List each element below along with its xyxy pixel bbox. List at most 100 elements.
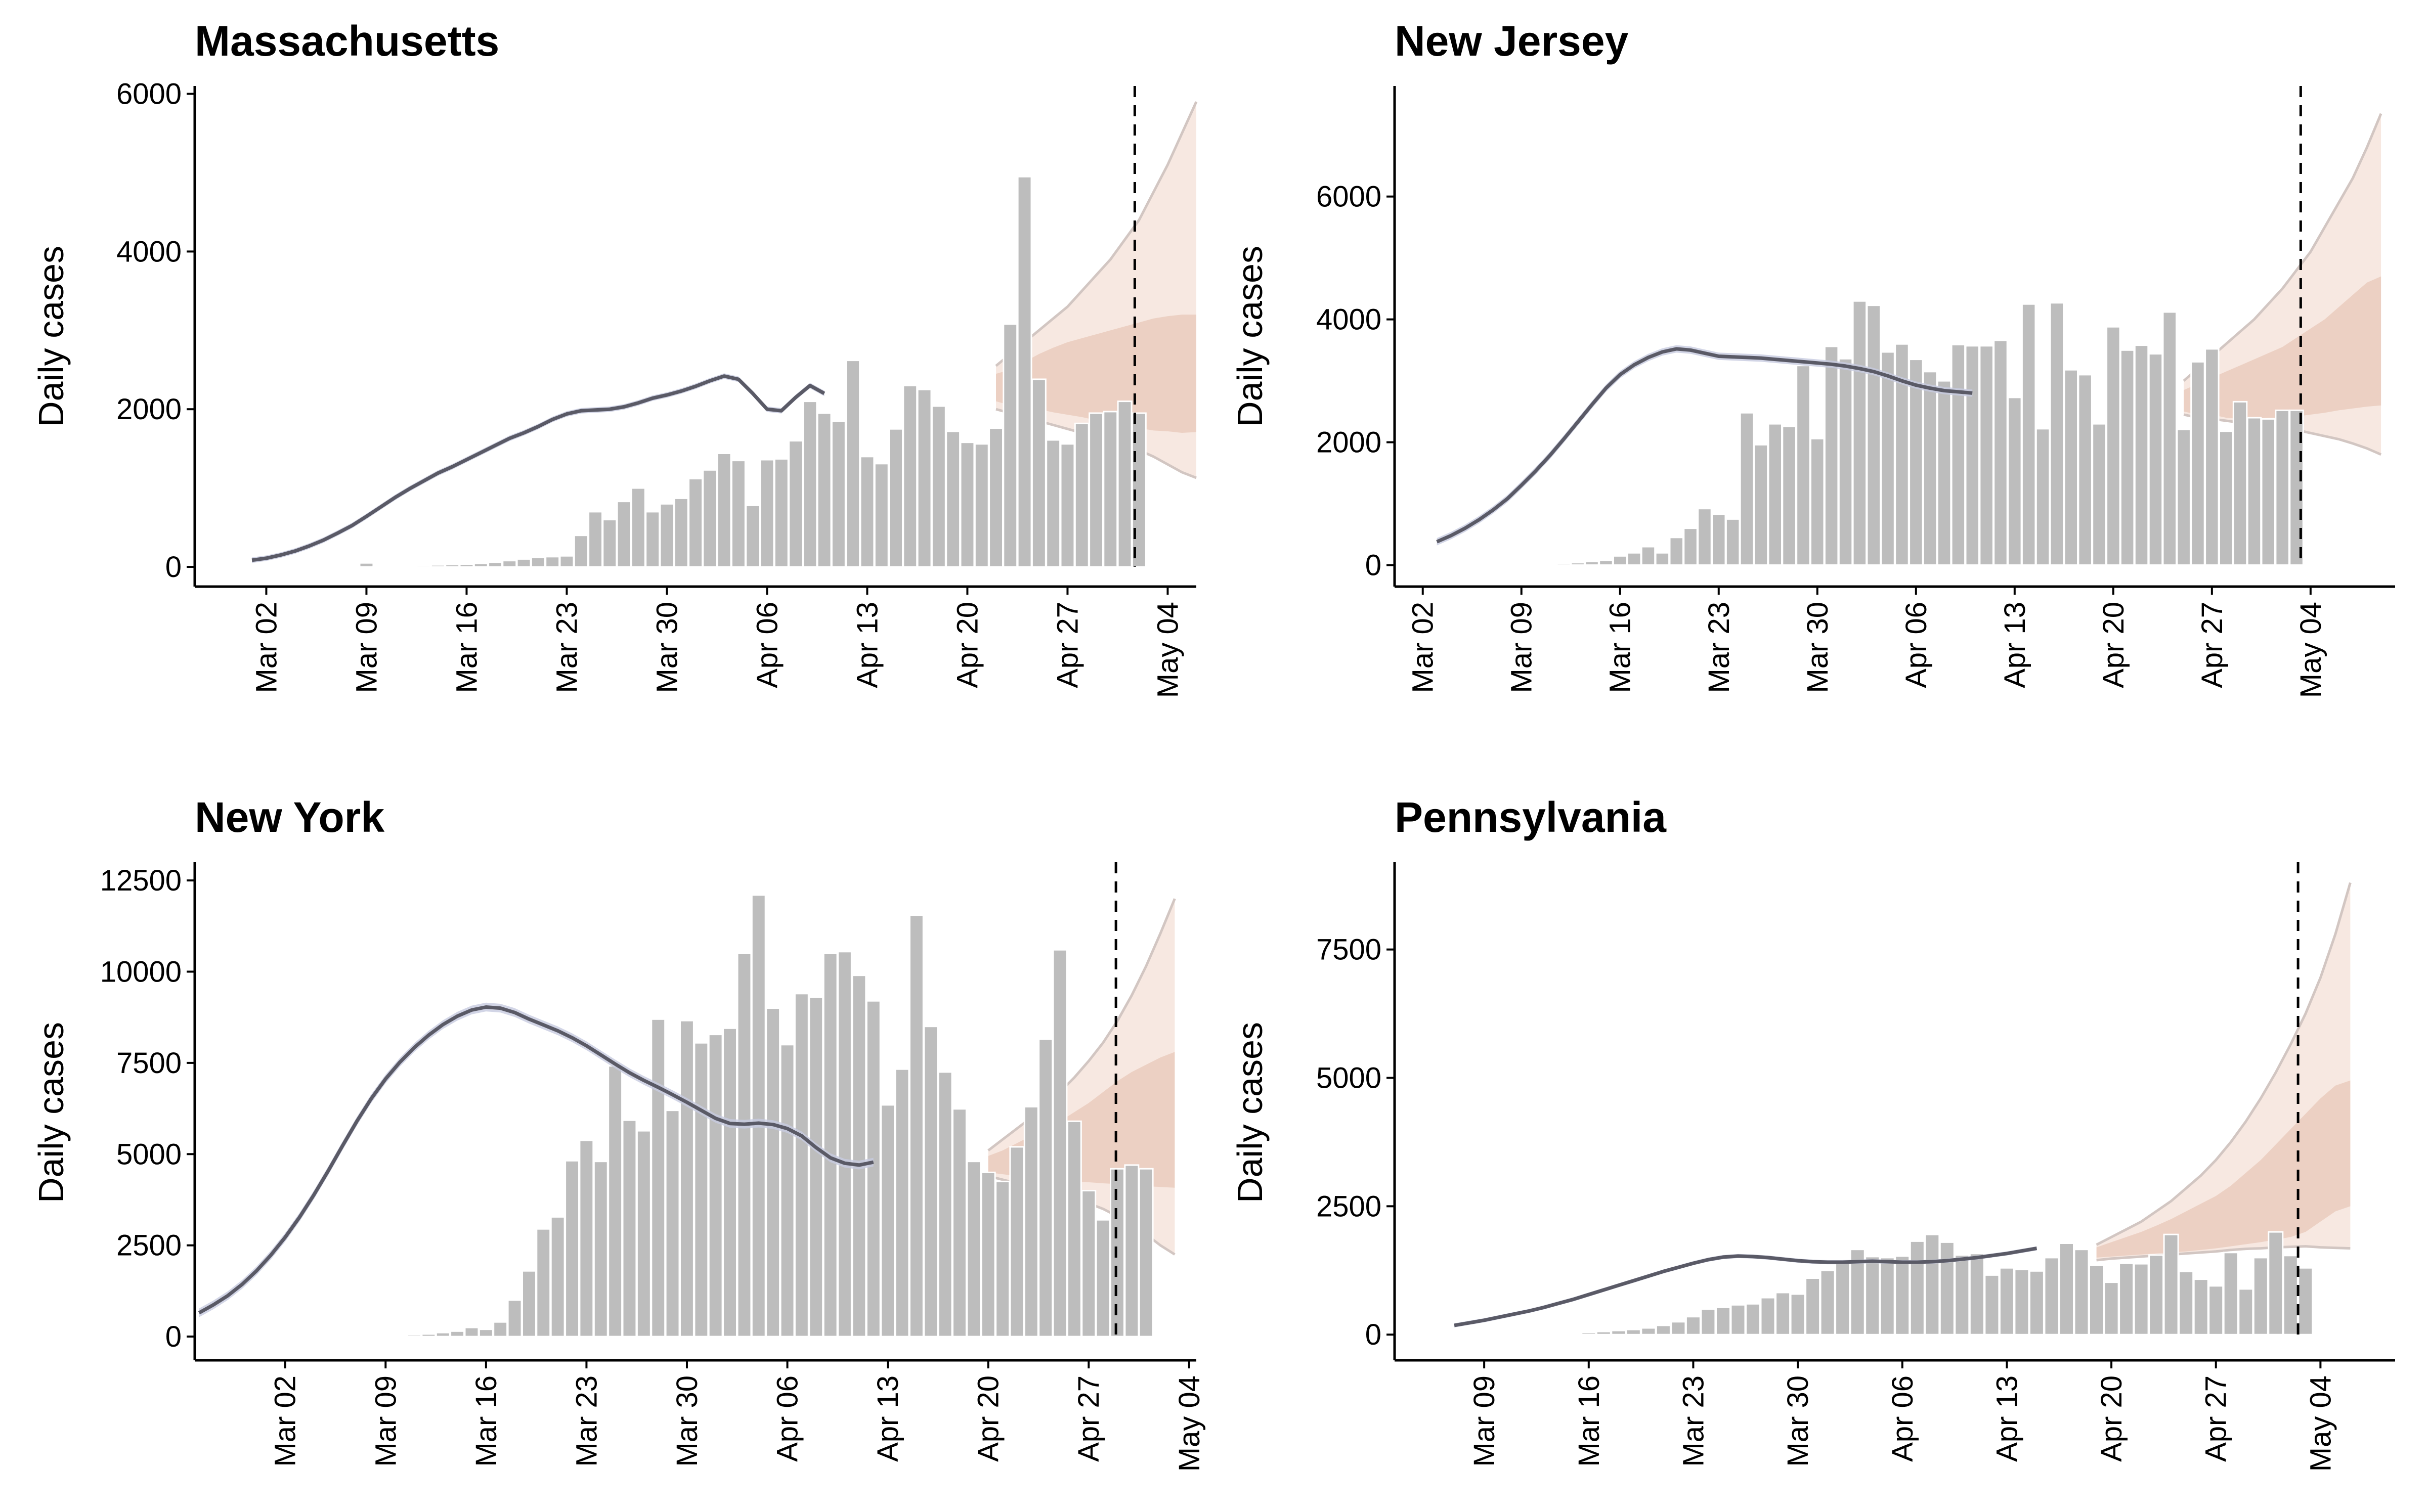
- daily-cases-bar: [1819, 1269, 1836, 1336]
- daily-cases-bar: [2246, 417, 2262, 566]
- daily-cases-bar: [2134, 344, 2149, 566]
- daily-cases-bar: [931, 405, 946, 568]
- daily-cases-bar: [2282, 1255, 2299, 1336]
- daily-cases-bar: [1824, 345, 1839, 566]
- daily-cases-bar: [2089, 1264, 2104, 1336]
- x-tick-label: Mar 09: [1468, 1375, 1501, 1467]
- x-tick-label: Mar 02: [1407, 602, 1440, 693]
- daily-cases-bar: [952, 1108, 967, 1338]
- daily-cases-bar: [2014, 1268, 2030, 1336]
- daily-cases-bar: [559, 555, 575, 568]
- daily-cases-bar: [1782, 425, 1797, 566]
- daily-cases-bar: [1730, 1304, 1746, 1336]
- y-tick-label: 0: [165, 1320, 182, 1353]
- daily-cases-bar: [488, 561, 503, 568]
- daily-cases-bar: [851, 974, 867, 1338]
- daily-cases-bar: [1640, 546, 1656, 566]
- fit-band: [252, 373, 825, 563]
- daily-cases-bar: [2148, 353, 2163, 566]
- daily-cases-bar: [378, 1335, 394, 1338]
- x-tick-label: Apr 20: [951, 602, 984, 688]
- daily-cases-bar: [1117, 401, 1133, 568]
- y-tick-label: 0: [1365, 1318, 1381, 1351]
- panel-title: New York: [195, 793, 384, 841]
- daily-cases-bar: [693, 1042, 709, 1338]
- daily-cases-bar: [1700, 1308, 1716, 1336]
- x-tick-label: Apr 13: [872, 1375, 904, 1462]
- daily-cases-bar: [995, 1180, 1010, 1338]
- x-tick-label: May 04: [2294, 602, 2327, 698]
- daily-cases-bar: [2028, 1270, 2045, 1336]
- x-tick-label: Mar 30: [1782, 1375, 1814, 1467]
- x-tick-label: Mar 16: [470, 1375, 503, 1467]
- daily-cases-bar: [1514, 563, 1529, 566]
- daily-cases-bar: [363, 1335, 379, 1338]
- daily-cases-bar: [1570, 562, 1585, 566]
- y-tick-label: 7500: [1316, 933, 1381, 966]
- daily-cases-bar: [1685, 1316, 1701, 1336]
- daily-cases-bar: [2021, 303, 2036, 566]
- daily-cases-bar: [702, 469, 718, 568]
- y-tick-label: 4000: [1316, 303, 1381, 336]
- y-tick-label: 5000: [1316, 1061, 1381, 1094]
- x-tick-label: Mar 09: [369, 1375, 402, 1467]
- daily-cases-bar: [550, 1216, 566, 1338]
- daily-cases-bar: [923, 1026, 939, 1338]
- daily-cases-bar: [2176, 428, 2191, 566]
- daily-cases-bar: [1581, 1331, 1597, 1336]
- daily-cases-bar: [845, 360, 861, 568]
- daily-cases-bar: [974, 443, 989, 568]
- daily-cases-bar: [659, 503, 675, 568]
- daily-cases-bar: [530, 556, 546, 568]
- daily-cases-bar: [1835, 1261, 1851, 1336]
- daily-cases-bar: [1954, 1254, 1970, 1336]
- x-tick-label: Mar 30: [1801, 602, 1834, 693]
- daily-cases-bar: [2232, 401, 2248, 566]
- fit-line: [251, 374, 826, 562]
- daily-cases-bar: [708, 1034, 723, 1338]
- x-tick-label: Mar 09: [350, 602, 383, 693]
- x-tick-label: Mar 09: [1505, 602, 1538, 693]
- daily-cases-bar: [445, 563, 460, 568]
- daily-cases-bar: [2219, 430, 2234, 566]
- forecast-upper-edge: [987, 898, 1176, 1152]
- daily-cases-bar: [1810, 437, 1825, 566]
- daily-cases-bar: [344, 565, 360, 568]
- x-tick-label: Apr 13: [851, 602, 884, 688]
- daily-cases-bar: [593, 1161, 609, 1338]
- daily-cases-bar: [2238, 1288, 2254, 1336]
- daily-cases-bar: [2204, 348, 2220, 566]
- daily-cases-bar: [392, 1335, 408, 1338]
- daily-cases-bar: [2268, 1231, 2284, 1336]
- daily-cases-bar: [1909, 1240, 1925, 1336]
- daily-cases-bar: [330, 565, 345, 568]
- daily-cases-bar: [1670, 1321, 1686, 1336]
- daily-cases-bar: [1655, 552, 1670, 566]
- daily-cases-bar: [1993, 339, 2008, 566]
- x-tick-label: Apr 06: [1886, 1375, 1919, 1462]
- y-tick-label: 2000: [116, 393, 182, 426]
- daily-cases-bar: [1556, 562, 1572, 566]
- daily-cases-bar: [908, 914, 924, 1338]
- daily-cases-bar: [716, 453, 732, 568]
- daily-cases-bar: [1528, 563, 1543, 566]
- daily-cases-bar: [545, 556, 560, 568]
- daily-cases-bar: [459, 563, 474, 568]
- daily-cases-bar: [688, 477, 703, 568]
- panel-title: Pennsylvania: [1395, 793, 1667, 841]
- daily-cases-bar: [822, 952, 838, 1338]
- daily-cases-bar: [874, 463, 889, 568]
- daily-cases-bar: [902, 384, 918, 568]
- daily-cases-bar: [1124, 1164, 1140, 1338]
- panel-pennsylvania: Pennsylvania Daily cases 0 2500 5000 7500 Ma…: [1230, 793, 2395, 1472]
- daily-cases-bar: [1625, 1328, 1641, 1336]
- y-tick-label: 2500: [116, 1229, 182, 1262]
- daily-cases-bar: [316, 565, 331, 568]
- x-tick-label: Mar 16: [450, 602, 483, 693]
- forecast-lower-edge: [2096, 1245, 2351, 1262]
- daily-cases-bar: [1796, 365, 1811, 566]
- daily-cases-bar: [1081, 1190, 1097, 1338]
- daily-cases-bar: [1669, 537, 1684, 566]
- daily-cases-bar: [1626, 552, 1642, 566]
- daily-cases-bar: [2063, 369, 2078, 566]
